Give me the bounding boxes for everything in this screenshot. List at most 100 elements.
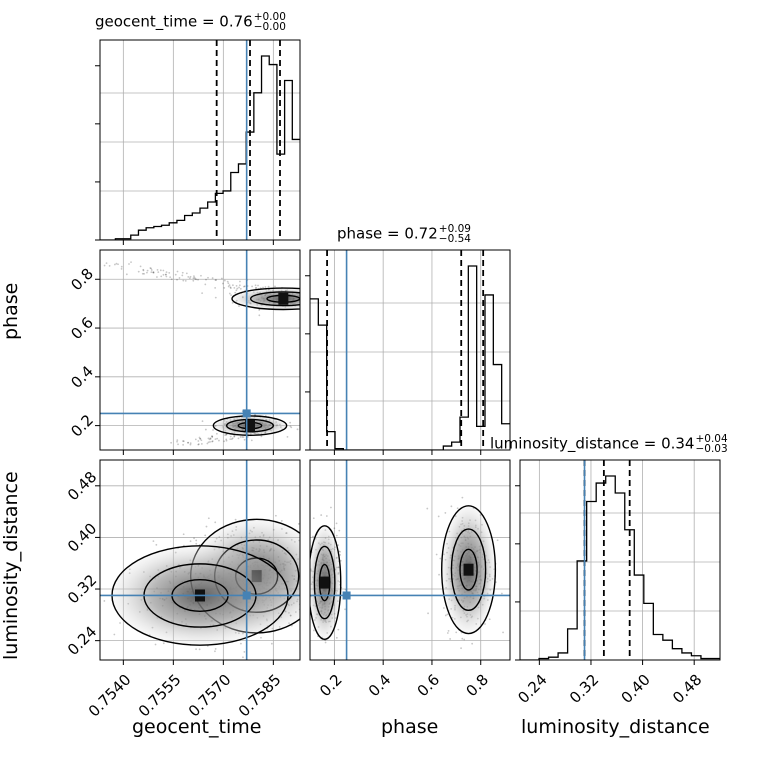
sample-point xyxy=(241,436,244,438)
x-tick-label-phase: 0.6 xyxy=(414,671,444,701)
sample-point xyxy=(290,426,293,429)
sample-point xyxy=(142,269,145,272)
sample-point xyxy=(207,276,209,279)
sample-point xyxy=(209,440,211,443)
sample-point xyxy=(258,309,261,311)
contour-mid xyxy=(313,545,336,620)
sample-point xyxy=(229,286,232,289)
sample-point xyxy=(205,525,208,528)
sample-point xyxy=(447,629,450,632)
sample-point xyxy=(207,517,210,520)
sample-point xyxy=(304,549,306,551)
sample-point xyxy=(189,275,192,278)
sample-point xyxy=(214,650,216,653)
x-tick-label-luminosity_distance: 0.48 xyxy=(669,671,705,707)
sample-point xyxy=(182,279,185,282)
sample-point xyxy=(207,441,210,444)
x-tick-label-luminosity_distance: 0.32 xyxy=(566,671,602,707)
sample-point xyxy=(195,542,198,545)
sample-point xyxy=(168,271,171,274)
sample-point xyxy=(460,647,462,650)
sample-point xyxy=(301,304,303,306)
sample-point xyxy=(188,277,191,280)
sample-point xyxy=(344,608,346,611)
sample-point xyxy=(304,529,306,531)
sample-point xyxy=(152,271,155,274)
x-tick-label-phase: 0.4 xyxy=(365,671,395,701)
sample-point xyxy=(461,637,464,640)
sample-point xyxy=(184,280,187,282)
sample-point xyxy=(301,302,303,304)
sample-point xyxy=(229,287,232,289)
sample-point xyxy=(105,262,108,265)
sample-point xyxy=(141,272,144,275)
sample-point xyxy=(324,296,326,298)
sample-point xyxy=(239,287,242,290)
title-geocent-time: geocent_time = 0.76 +0.00 −0.00 xyxy=(95,11,286,33)
sample-point xyxy=(237,437,240,440)
y-tick-label-phase: 0.8 xyxy=(67,265,97,295)
sample-point xyxy=(270,642,273,645)
sample-point xyxy=(324,641,327,644)
sample-point xyxy=(301,578,303,580)
sample-point xyxy=(189,443,192,446)
sample-point xyxy=(192,277,195,280)
sample-point xyxy=(325,515,328,517)
sample-point xyxy=(197,443,200,446)
sample-point xyxy=(438,573,440,576)
sample-point xyxy=(176,440,178,443)
sample-point xyxy=(338,529,341,532)
sample-point xyxy=(427,612,429,615)
y-tick-label-luminosity_distance: 0.24 xyxy=(64,623,100,659)
sample-point xyxy=(215,279,218,281)
sample-point xyxy=(302,549,304,551)
sample-point xyxy=(233,435,236,438)
sample-point xyxy=(230,294,233,296)
sample-point xyxy=(301,301,303,303)
sample-point xyxy=(177,443,179,446)
x-tick-label-geocent_time: 0.7540 xyxy=(85,671,135,721)
sample-point xyxy=(211,435,213,437)
sample-point xyxy=(243,285,245,288)
hist-step-phase xyxy=(310,265,510,450)
x-tick-label-geocent_time: 0.7570 xyxy=(185,671,235,721)
sample-point xyxy=(313,295,315,297)
sample-point xyxy=(304,568,306,570)
sample-point xyxy=(234,291,237,294)
sample-point xyxy=(162,642,165,645)
sample-point xyxy=(484,623,486,625)
sample-point xyxy=(108,264,111,267)
sample-point xyxy=(235,284,238,287)
sample-point xyxy=(165,273,167,276)
contour-inner xyxy=(318,563,331,602)
sample-point xyxy=(155,543,158,546)
sample-point xyxy=(324,294,326,296)
sample-point xyxy=(318,291,320,293)
truth-marker xyxy=(242,591,251,600)
sample-point xyxy=(306,605,308,607)
sample-point xyxy=(463,638,466,641)
sample-point xyxy=(189,442,192,445)
sample-point xyxy=(229,438,232,441)
sample-point xyxy=(226,280,229,283)
sample-point xyxy=(254,287,257,290)
x-axis-label-phase: phase xyxy=(381,716,439,738)
sample-point xyxy=(250,439,253,442)
sample-point xyxy=(176,278,178,281)
sample-point xyxy=(257,284,259,287)
sample-point xyxy=(337,628,340,631)
y-tick-label-phase: 0.2 xyxy=(67,411,97,441)
sample-point xyxy=(115,262,118,265)
density-peak xyxy=(463,563,474,576)
sample-point xyxy=(242,436,245,439)
sample-point xyxy=(280,519,283,522)
sample-point xyxy=(317,293,319,295)
density-peak xyxy=(319,576,330,589)
sample-point xyxy=(335,522,338,525)
truth-marker xyxy=(342,591,351,600)
sample-point xyxy=(211,435,214,438)
sample-point xyxy=(170,441,173,444)
sample-point xyxy=(209,437,212,440)
sample-point xyxy=(150,271,153,273)
sample-point xyxy=(322,298,324,300)
